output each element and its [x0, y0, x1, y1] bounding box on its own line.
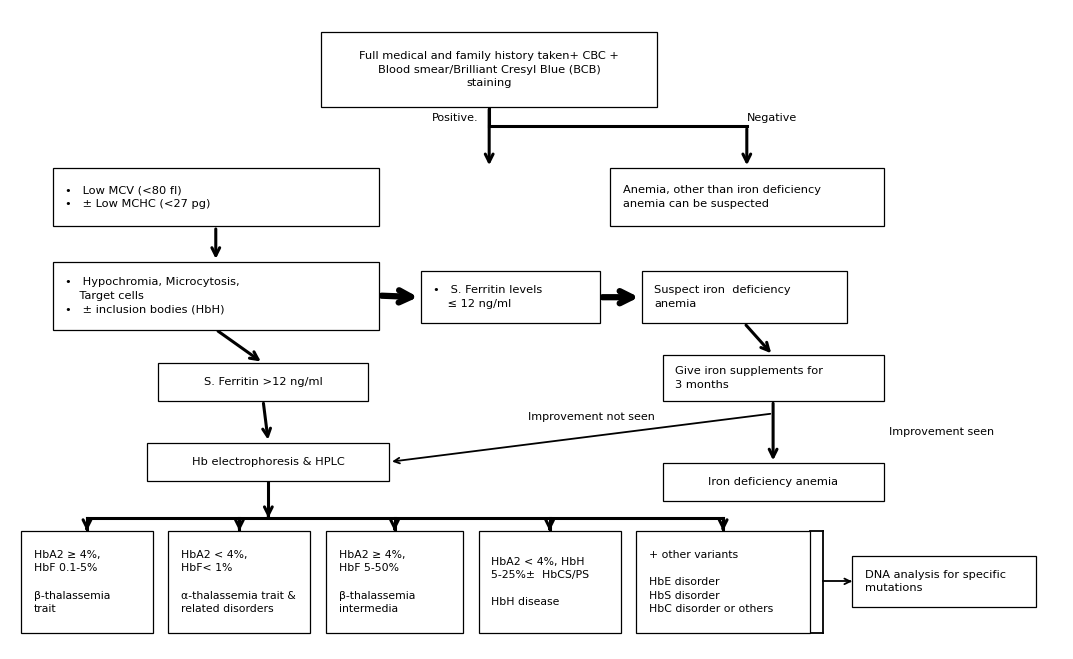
Text: HbA2 ≥ 4%,
HbF 0.1-5%

β-thalassemia
trait: HbA2 ≥ 4%, HbF 0.1-5% β-thalassemia trai…: [34, 550, 111, 614]
FancyBboxPatch shape: [326, 531, 462, 633]
Text: Hb electrophoresis & HPLC: Hb electrophoresis & HPLC: [192, 457, 344, 467]
FancyBboxPatch shape: [421, 272, 600, 323]
FancyBboxPatch shape: [21, 531, 152, 633]
FancyBboxPatch shape: [53, 168, 379, 226]
Text: + other variants

HbE disorder
HbS disorder
HbC disorder or others: + other variants HbE disorder HbS disord…: [649, 550, 774, 614]
FancyBboxPatch shape: [852, 556, 1037, 607]
Text: S. Ferritin >12 ng/ml: S. Ferritin >12 ng/ml: [204, 377, 323, 387]
Text: DNA analysis for specific
mutations: DNA analysis for specific mutations: [865, 569, 1005, 593]
Text: HbA2 < 4%, HbH
5-25%±  HbCS/PS

HbH disease: HbA2 < 4%, HbH 5-25%± HbCS/PS HbH diseas…: [491, 557, 589, 608]
FancyBboxPatch shape: [663, 463, 883, 501]
Text: Anemia, other than iron deficiency
anemia can be suspected: Anemia, other than iron deficiency anemi…: [622, 185, 821, 209]
Text: Negative: Negative: [747, 113, 797, 123]
Text: •   Low MCV (<80 fl)
•   ± Low MCHC (<27 pg): • Low MCV (<80 fl) • ± Low MCHC (<27 pg): [65, 185, 210, 209]
Text: HbA2 < 4%,
HbF< 1%

α-thalassemia trait &
related disorders: HbA2 < 4%, HbF< 1% α-thalassemia trait &…: [181, 550, 296, 614]
Text: Iron deficiency anemia: Iron deficiency anemia: [708, 477, 838, 487]
FancyBboxPatch shape: [663, 355, 883, 401]
FancyBboxPatch shape: [642, 272, 847, 323]
FancyBboxPatch shape: [321, 32, 658, 107]
Text: Improvement not seen: Improvement not seen: [528, 411, 656, 422]
Text: Give iron supplements for
3 months: Give iron supplements for 3 months: [675, 366, 823, 389]
Text: Positive.: Positive.: [432, 113, 479, 123]
Text: Improvement seen: Improvement seen: [888, 427, 994, 437]
Text: Suspect iron  deficiency
anemia: Suspect iron deficiency anemia: [655, 285, 791, 309]
FancyBboxPatch shape: [636, 531, 810, 633]
FancyBboxPatch shape: [611, 168, 883, 226]
Text: Full medical and family history taken+ CBC +
Blood smear/Brilliant Cresyl Blue (: Full medical and family history taken+ C…: [359, 51, 619, 88]
FancyBboxPatch shape: [53, 262, 379, 330]
Text: HbA2 ≥ 4%,
HbF 5-50%

β-thalassemia
intermedia: HbA2 ≥ 4%, HbF 5-50% β-thalassemia inter…: [339, 550, 415, 614]
Text: •   S. Ferritin levels
    ≤ 12 ng/ml: • S. Ferritin levels ≤ 12 ng/ml: [433, 285, 543, 309]
FancyBboxPatch shape: [479, 531, 620, 633]
FancyBboxPatch shape: [147, 443, 389, 481]
FancyBboxPatch shape: [168, 531, 310, 633]
Text: •   Hypochromia, Microcytosis,
    Target cells
•   ± inclusion bodies (HbH): • Hypochromia, Microcytosis, Target cell…: [65, 277, 240, 314]
FancyBboxPatch shape: [158, 363, 368, 401]
